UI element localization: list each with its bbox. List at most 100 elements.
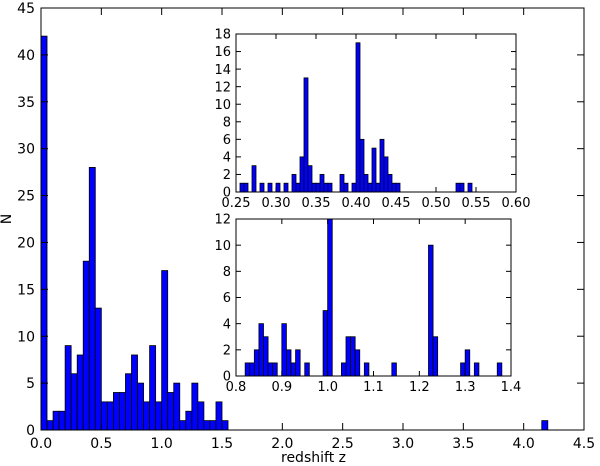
inset-top-bar [307, 165, 313, 193]
main-bar [541, 420, 549, 431]
inset-bottom-bar [295, 349, 301, 377]
inset-bottom-xtick-label: 1.1 [363, 380, 384, 395]
main-ytick-label: 10 [17, 329, 35, 345]
inset-top-bar [367, 182, 373, 193]
inset-bottom-bar [341, 362, 347, 377]
inset-top-bar [467, 182, 473, 193]
inset-top-bar [343, 182, 349, 193]
inset-top-xtick-label: 0.50 [422, 196, 451, 211]
main-bar [167, 392, 175, 431]
inset-top-bar [371, 147, 377, 193]
main-ytick-label: 0 [26, 423, 35, 439]
main-ytick-label: 5 [26, 376, 35, 392]
inset-top-xtick-label: 0.45 [382, 196, 411, 211]
inset-top-bar [259, 182, 265, 193]
inset-bottom-bar [290, 362, 296, 377]
inset-top-ytick-label: 10 [214, 98, 231, 113]
main-bar [197, 401, 205, 431]
inset-top-ytick-label: 0 [223, 186, 231, 201]
main-bar [131, 354, 138, 431]
inset-top-bar [275, 182, 281, 193]
inset-top-histogram-panel: 0.25 0.30 0.35 0.40 0.45 0.50 0.55 0.60 0 2 4 6 8 10 1… [214, 28, 530, 211]
main-bar [155, 401, 163, 431]
inset-top-bar [375, 182, 381, 193]
inset-bottom-bar [354, 349, 361, 377]
main-ytick-label: 30 [17, 142, 35, 158]
inset-bottom-xtick-label: 1.3 [455, 380, 476, 395]
main-xtick-label: 2.0 [271, 436, 293, 452]
inset-top-bar [239, 182, 245, 193]
inset-top-bar [295, 182, 301, 193]
main-bar [119, 392, 126, 431]
main-bar [100, 401, 108, 431]
inset-top-bar [395, 182, 401, 193]
inset-bottom-bar [464, 349, 471, 377]
main-ytick-label: 20 [17, 235, 35, 251]
inset-top-xtick-label: 0.30 [262, 196, 291, 211]
inset-top-ytick-label: 18 [214, 28, 231, 43]
inset-bottom-bar [460, 362, 466, 377]
inset-bottom-xtick-label: 1.0 [317, 380, 338, 395]
main-bar [137, 382, 144, 431]
main-bar [161, 270, 169, 431]
inset-top-bar [299, 156, 305, 193]
main-ytick-label: 15 [17, 282, 35, 298]
inset-top-ytick-label: 14 [214, 63, 231, 78]
main-ytick-label: 45 [17, 1, 35, 17]
inset-bottom-bar [432, 336, 439, 377]
inset-top-xtick-label: 0.55 [462, 196, 491, 211]
inset-bottom-xtick-label: 0.9 [271, 380, 292, 395]
y-axis-label: N [0, 214, 15, 224]
main-xtick-label: 3.0 [392, 436, 414, 452]
main-bar [40, 35, 48, 431]
main-bar [82, 260, 90, 431]
inset-bottom-bar [267, 362, 274, 377]
inset-bottom-ytick-label: 0 [223, 370, 231, 385]
inset-bottom-histogram-panel: 0.8 0.9 1.0 1.1 1.2 1.3 1.4 0 2 4 6 8 10 12 [214, 213, 521, 395]
inset-top-xtick-label: 0.60 [502, 196, 531, 211]
main-xtick-label: 0.0 [30, 436, 52, 452]
inset-bottom-xtick-label: 1.2 [409, 380, 430, 395]
inset-top-ytick-label: 4 [223, 151, 231, 166]
inset-top-bar [267, 182, 273, 193]
inset-top-bar [311, 182, 317, 193]
inset-top-bar [359, 138, 365, 193]
inset-bottom-xtick-label: 0.8 [226, 380, 247, 395]
main-bar [203, 420, 211, 431]
main-xtick-label: 4.5 [573, 436, 595, 452]
inset-top-xtick-label: 0.35 [302, 196, 331, 211]
inset-bottom-bar [263, 336, 269, 377]
inset-bottom-ytick-label: 8 [223, 265, 231, 280]
inset-bottom-bar [473, 362, 480, 377]
inset-bottom-ytick-label: 12 [214, 213, 231, 228]
inset-top-bar [387, 174, 393, 193]
main-bar [179, 420, 187, 431]
main-bar [113, 392, 120, 431]
inset-top-bar [383, 156, 389, 193]
inset-top-bar [391, 182, 397, 193]
main-bar [125, 373, 132, 431]
main-bar [64, 345, 72, 431]
main-bar [76, 354, 84, 431]
inset-top-bar [319, 174, 325, 193]
main-bar [143, 401, 151, 431]
main-bar [46, 420, 54, 431]
main-bar [106, 401, 114, 431]
main-axes-frame [40, 7, 585, 431]
main-bar [185, 410, 193, 431]
main-xtick-label: 4.0 [513, 436, 535, 452]
inset-top-xtick-label: 0.25 [222, 196, 251, 211]
inset-bottom-bar [244, 362, 251, 377]
main-xtick-label: 1.5 [211, 436, 233, 452]
inset-top-ytick-label: 16 [214, 45, 231, 60]
main-xtick-label: 2.5 [332, 436, 354, 452]
inset-top-bar [339, 174, 345, 193]
main-xtick-label: 3.5 [452, 436, 474, 452]
main-ytick-label: 40 [17, 48, 35, 64]
inset-bottom-ytick-label: 6 [223, 291, 231, 306]
main-bar [52, 410, 60, 431]
inset-top-bar [291, 174, 297, 193]
main-bar [221, 420, 229, 431]
inset-top-axes-frame [235, 33, 517, 193]
